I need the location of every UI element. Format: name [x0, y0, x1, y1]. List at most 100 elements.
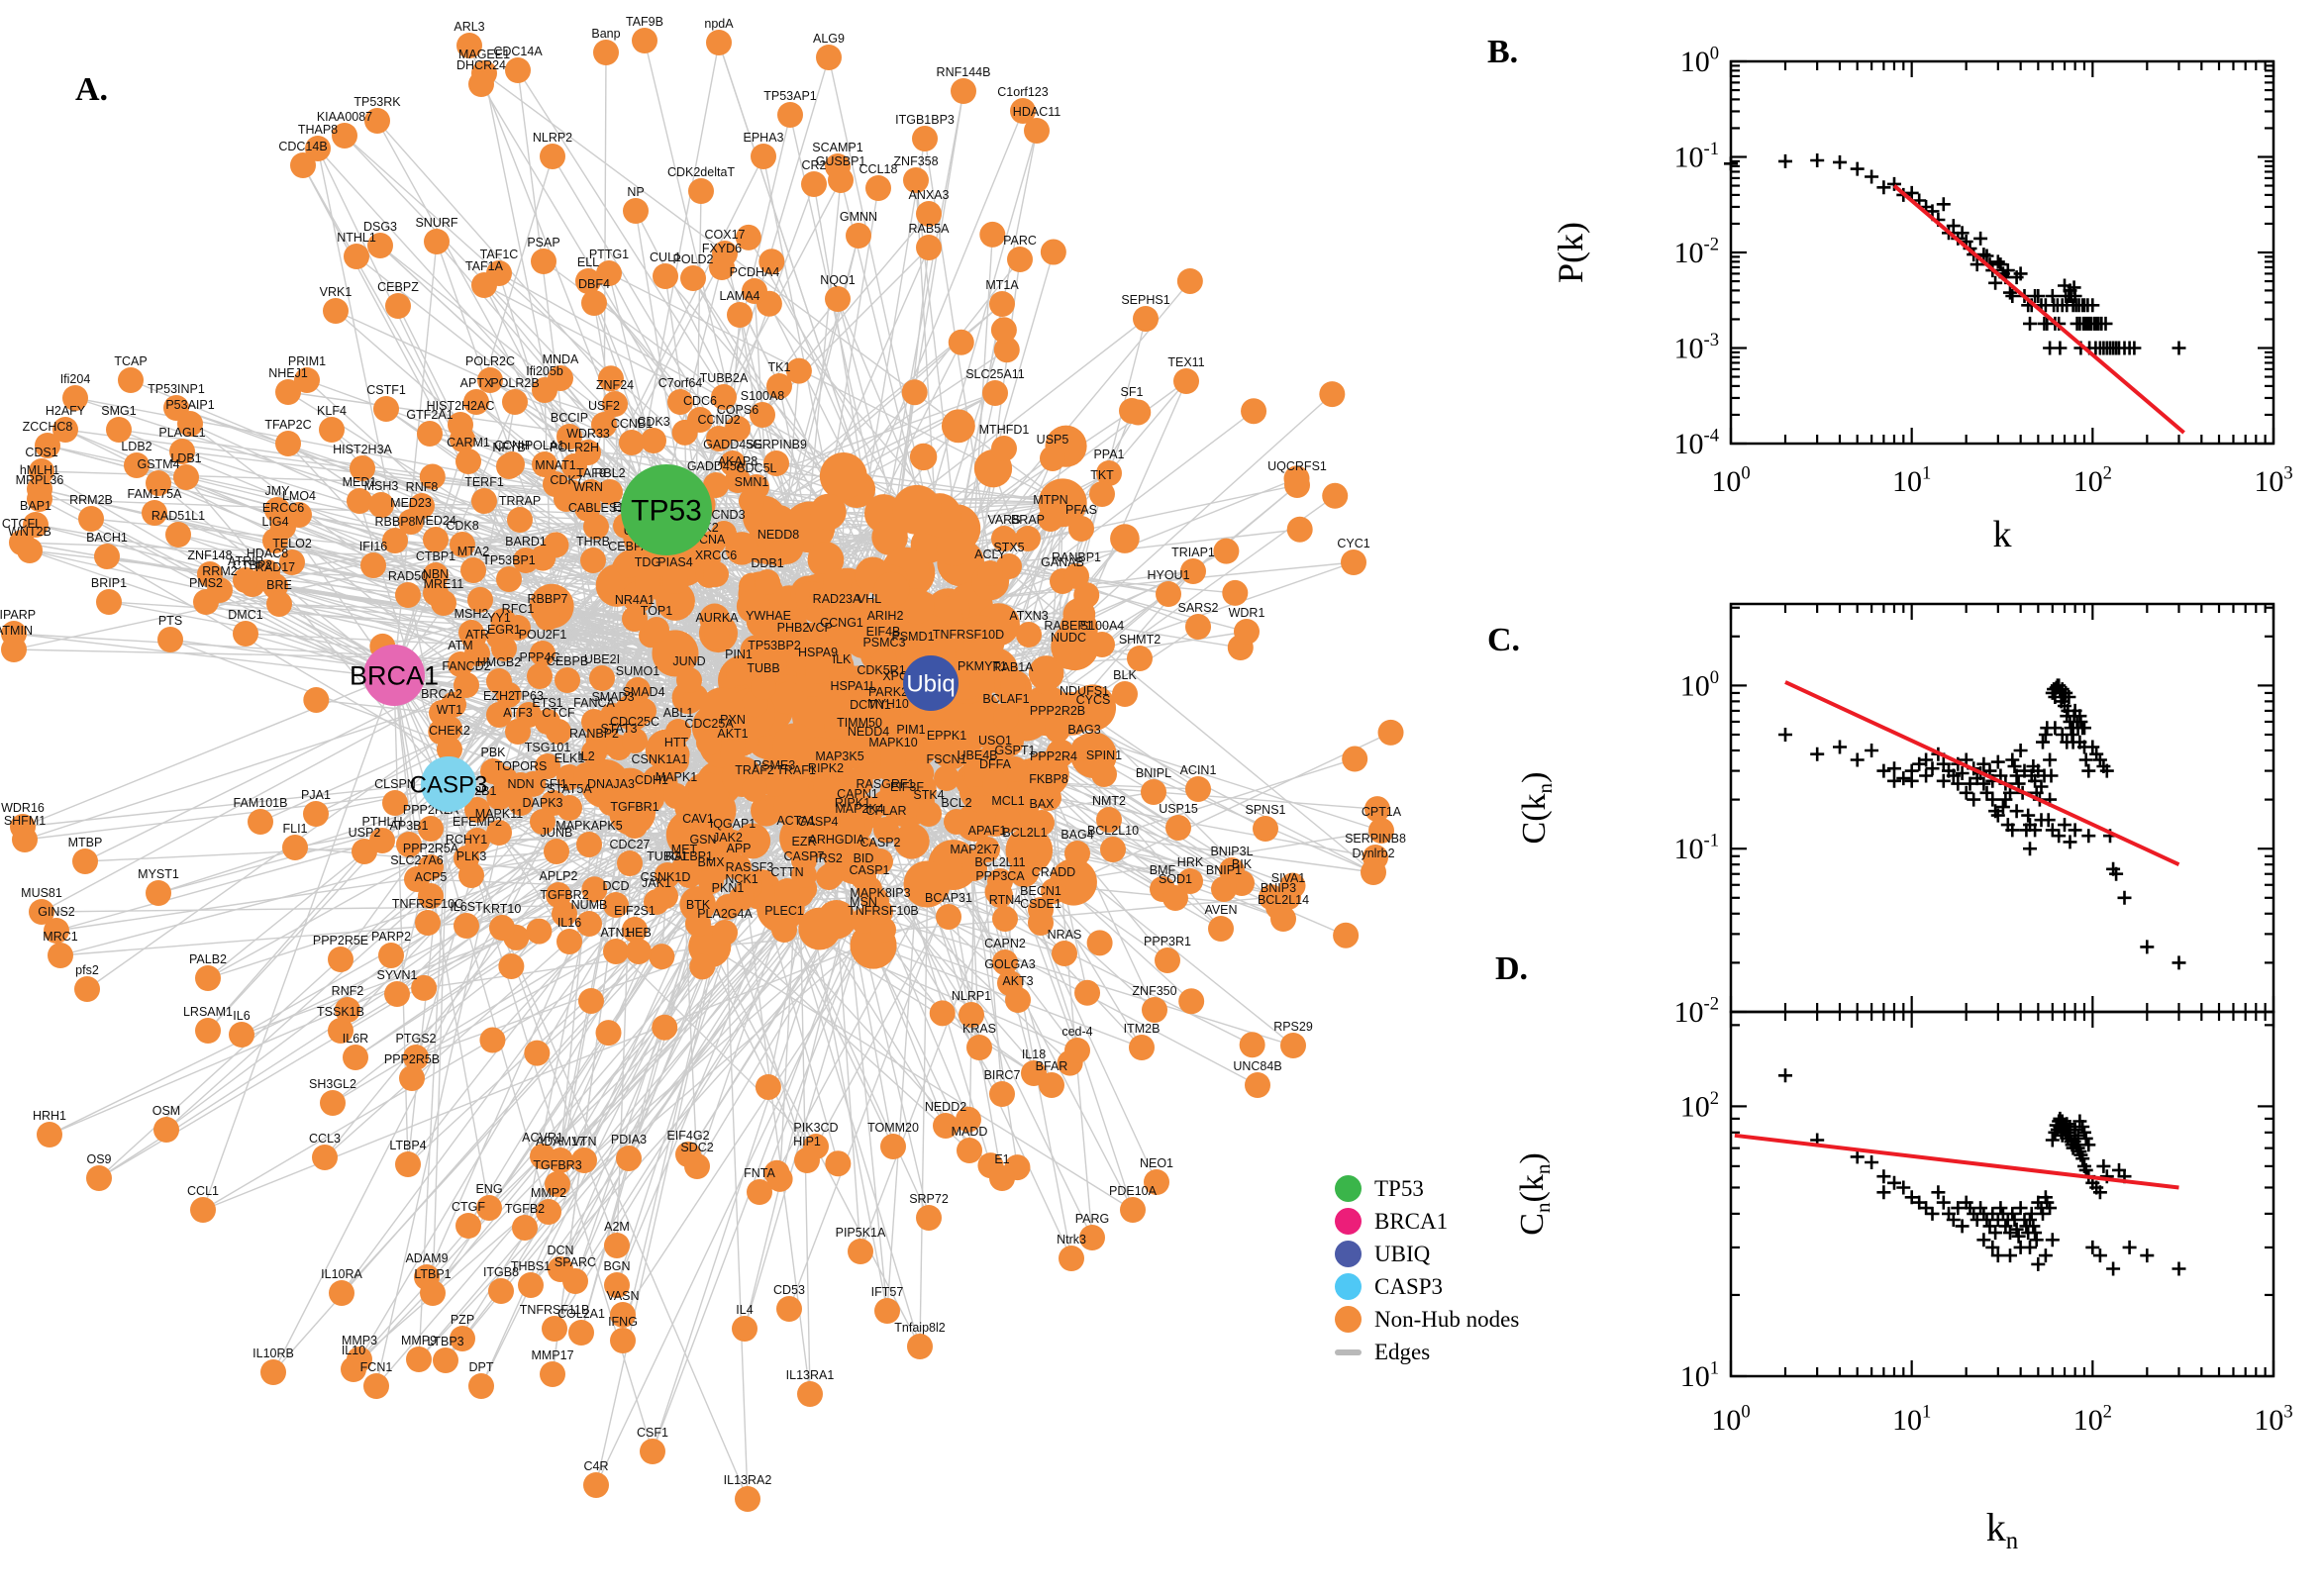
network-filler-node [682, 772, 730, 819]
network-filler-node [993, 337, 1020, 363]
network-node-label: HDAC8 [247, 547, 288, 560]
network-node [916, 1205, 942, 1231]
network-node-label: BMF [1150, 863, 1176, 877]
panel-b-label: B. [1487, 34, 1519, 70]
network-node-label: TP53BP2 [748, 639, 801, 652]
network-node-label: IL13RA2 [724, 1473, 772, 1487]
network-node [961, 855, 987, 881]
network-node [320, 1090, 346, 1116]
network-node-label: CDC6 [683, 394, 717, 408]
network-node-label: TP53RK [354, 95, 401, 109]
legend-label: BRCA1 [1374, 1208, 1449, 1234]
network-node-label: YY1 [487, 611, 511, 625]
network-node-label: TRRAP [499, 494, 541, 508]
network-node [712, 920, 738, 946]
network-node-label: RAD17 [255, 560, 295, 574]
network-node-label: TAF9 [576, 466, 606, 480]
legend-item-nonhub: Non-Hub nodes [1335, 1303, 1519, 1336]
network-node-label: ADAM9 [405, 1251, 448, 1265]
network-filler-node [419, 463, 446, 490]
network-node [157, 627, 183, 652]
network-node-label: TNFRSF11B [520, 1303, 590, 1317]
network-node-label: TEX11 [1167, 355, 1204, 369]
hub-node-ubiq [903, 655, 959, 711]
network-filler-node [577, 987, 604, 1014]
network-node-label: ETS1 [532, 696, 562, 710]
network-node [1010, 98, 1036, 124]
network-node-label: RAD50 [388, 569, 428, 583]
network-node [424, 229, 450, 254]
network-node [1133, 306, 1159, 332]
network-node-label: ATM [448, 639, 472, 652]
network-node-label: NEDD2 [925, 1100, 966, 1114]
network-node-label: OSM [152, 1104, 180, 1118]
network-node [471, 488, 497, 514]
network-node-label: ARIH2 [867, 609, 904, 623]
network-node-label: JUND [672, 654, 705, 668]
network-node-label: RBBP7 [528, 592, 568, 606]
network-node-label: KRAS [962, 1022, 996, 1036]
network-node-label: FXYD6 [702, 242, 742, 255]
network-node [732, 1316, 758, 1342]
network-node [848, 1239, 873, 1264]
network-node [616, 1146, 642, 1171]
network-node [665, 719, 691, 745]
network-node [992, 906, 1018, 932]
network-node [655, 862, 680, 888]
network-node [580, 548, 606, 573]
network-node-label: CEBPZ [377, 280, 419, 294]
network-node-label: ACTA1 [776, 814, 815, 828]
network-filler-node [498, 953, 525, 980]
network-node [554, 486, 579, 512]
network-node-label: FLI1 [282, 822, 307, 836]
network-node-label: TGFBR2 [540, 888, 588, 902]
svg-text:10-1: 10-1 [1674, 139, 1720, 174]
network-node-label: ZNF148 [187, 549, 232, 562]
network-node [229, 1022, 254, 1047]
network-node-label: TUBB2A [700, 371, 749, 385]
network-node [1096, 807, 1122, 833]
network-node [639, 786, 664, 812]
network-node-label: PPP2R4 [1030, 749, 1077, 763]
svg-text:103: 103 [2254, 1401, 2292, 1437]
network-node-label: VCP [807, 621, 833, 635]
network-node-label: SCAMP1 [812, 141, 862, 154]
hub-label-tp53: TP53 [631, 495, 702, 528]
network-node [934, 765, 960, 791]
network-node [703, 472, 729, 498]
network-node-label: TP53BP1 [482, 553, 536, 567]
svg-text:10-1: 10-1 [1674, 831, 1720, 866]
network-node-label: BGN [603, 1259, 630, 1273]
network-node [350, 455, 375, 481]
network-node-label: CYC1 [1337, 537, 1369, 550]
network-node [706, 426, 732, 451]
network-node-label: KLF4 [317, 404, 347, 418]
hub-label-brca1: BRCA1 [350, 660, 439, 690]
network-node-label: LTBP4 [389, 1139, 426, 1152]
network-node-label: NMT2 [1092, 794, 1126, 808]
network-node-label: PTS [158, 614, 182, 628]
legend-item-casp3: CASP3 [1335, 1270, 1519, 1303]
network-node-label: IL6ST [450, 900, 483, 914]
network-node-label: SPNS1 [1246, 803, 1286, 817]
network-filler-node [679, 886, 717, 923]
network-node-label: SARS2 [1178, 601, 1219, 615]
network-node-label: JMY [265, 484, 291, 498]
network-node-label: HSPA9 [798, 646, 838, 659]
network-node [29, 899, 54, 925]
network-node [1039, 1072, 1064, 1098]
network-node-label: SMAD3 [591, 690, 634, 704]
network-node [23, 512, 49, 538]
network-node-label: TIMM50 [837, 716, 882, 730]
network-filler-node [1086, 930, 1113, 956]
network-node [548, 1147, 573, 1173]
hub-label-casp3: CASP3 [410, 771, 488, 798]
network-node-label: HMGB2 [477, 655, 522, 669]
network-filler-node [1364, 796, 1390, 823]
network-node-label: C4R [583, 1459, 608, 1473]
network-node [169, 439, 195, 464]
network-node [364, 108, 390, 134]
network-filler-node [785, 357, 812, 384]
network-node [173, 464, 199, 490]
network-node-label: STAT3 [600, 722, 637, 736]
